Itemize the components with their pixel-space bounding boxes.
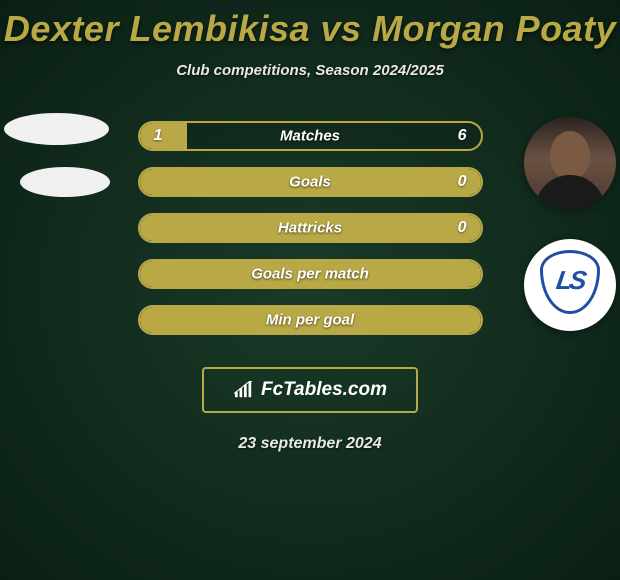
brand-name: FcTables.com [261,379,387,401]
brand-box[interactable]: FcTables.com [202,367,418,413]
stat-value-left: 1 [154,127,163,145]
bar-chart-icon [233,381,255,399]
right-player-avatar [524,117,616,209]
stat-row: 0 Goals [138,167,483,197]
stat-row: 1 6 Matches [138,121,483,151]
left-player-avatar-placeholder [4,113,109,145]
date-label: 23 september 2024 [0,435,620,453]
stat-value-right: 0 [458,173,467,191]
page-title: Dexter Lembikisa vs Morgan Poaty [0,8,620,50]
stat-fill-left [140,123,188,149]
left-club-avatar-placeholder [20,167,110,197]
left-player-column [4,113,110,219]
stat-label: Min per goal [266,312,354,329]
stat-label: Goals [289,174,331,191]
page-subtitle: Club competitions, Season 2024/2025 [0,62,620,79]
stat-value-right: 0 [458,219,467,237]
comparison-card: Dexter Lembikisa vs Morgan Poaty Club co… [0,0,620,453]
stat-label: Matches [280,128,340,145]
stat-row: 0 Hattricks [138,213,483,243]
stat-row: Min per goal [138,305,483,335]
right-player-column [524,117,616,361]
lausanne-sport-logo-icon [535,250,605,320]
right-club-logo [524,239,616,331]
stat-rows: 1 6 Matches 0 Goals 0 Hattricks Goals per match… [138,117,483,335]
stat-row: Goals per match [138,259,483,289]
stat-label: Goals per match [251,266,369,283]
stat-label: Hattricks [278,220,342,237]
stat-value-right: 6 [458,127,467,145]
stats-area: 1 6 Matches 0 Goals 0 Hattricks Goals per match… [0,117,620,357]
